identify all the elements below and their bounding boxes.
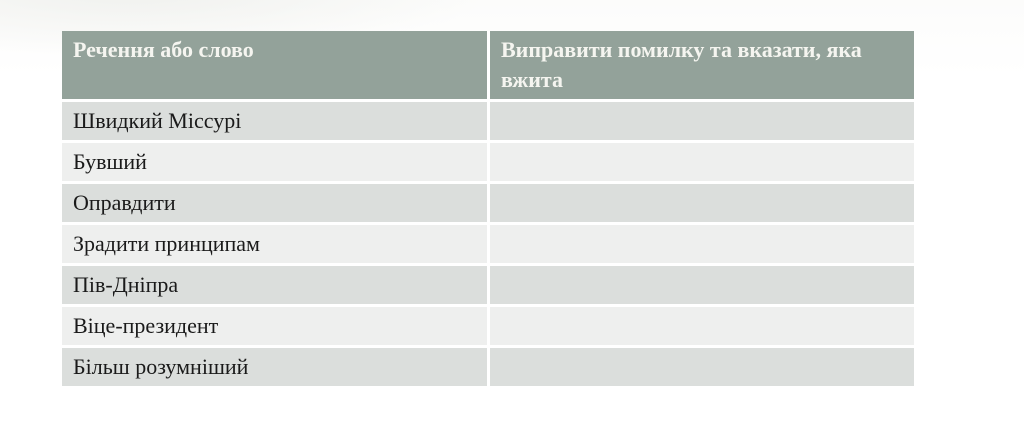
phrase-cell: Оправдити — [62, 184, 490, 225]
table-row: Оправдити — [62, 184, 914, 225]
correction-cell — [490, 225, 914, 266]
phrase-cell: Більш розумніший — [62, 348, 490, 389]
correction-cell — [490, 266, 914, 307]
correction-cell — [490, 307, 914, 348]
phrase-cell: Зрадити принципам — [62, 225, 490, 266]
phrase-cell: Швидкий Міссурі — [62, 102, 490, 143]
table-row: Пів-Дніпра — [62, 266, 914, 307]
column-header-correction: Виправити помилку та вказати, яка вжита — [490, 31, 914, 102]
phrase-cell: Віце-президент — [62, 307, 490, 348]
table-row: Бувший — [62, 143, 914, 184]
error-correction-table: Речення або слово Виправити помилку та в… — [62, 31, 914, 389]
table-row: Більш розумніший — [62, 348, 914, 389]
table-body: Швидкий Міссурі Бувший Оправдити Зрадити пр… — [62, 102, 914, 389]
correction-cell — [490, 143, 914, 184]
correction-cell — [490, 102, 914, 143]
column-header-sentence-or-word: Речення або слово — [62, 31, 490, 102]
header-row: Речення або слово Виправити помилку та в… — [62, 31, 914, 102]
phrase-cell: Бувший — [62, 143, 490, 184]
table-row: Зрадити принципам — [62, 225, 914, 266]
table-row: Віце-президент — [62, 307, 914, 348]
correction-cell — [490, 184, 914, 225]
table-header: Речення або слово Виправити помилку та в… — [62, 31, 914, 102]
phrase-cell: Пів-Дніпра — [62, 266, 490, 307]
correction-cell — [490, 348, 914, 389]
table-row: Швидкий Міссурі — [62, 102, 914, 143]
